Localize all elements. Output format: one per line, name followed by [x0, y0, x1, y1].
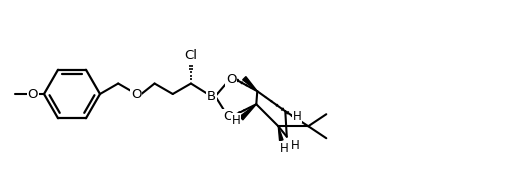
Text: H: H — [280, 142, 289, 155]
Text: H: H — [293, 110, 302, 123]
Text: O: O — [226, 73, 237, 86]
Text: H: H — [290, 139, 299, 152]
Polygon shape — [279, 126, 283, 141]
Text: B: B — [207, 90, 216, 103]
Text: O: O — [28, 87, 38, 100]
Text: O: O — [223, 110, 233, 123]
Text: H: H — [232, 114, 241, 127]
Text: O: O — [131, 87, 142, 100]
Text: Cl: Cl — [184, 49, 198, 62]
Polygon shape — [240, 104, 257, 120]
Polygon shape — [243, 77, 258, 91]
